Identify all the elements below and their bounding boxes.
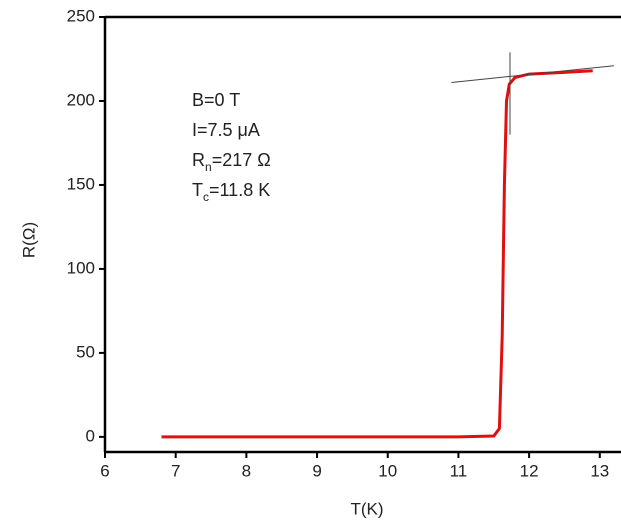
annotation-subscript: n — [205, 160, 212, 174]
y-tick-label: 0 — [86, 426, 95, 445]
x-tick-label: 6 — [100, 461, 109, 480]
annotation-text: B=0 T — [192, 90, 240, 110]
guide-line — [451, 65, 614, 83]
annotation-text: =217 Ω — [212, 150, 271, 170]
y-tick-label: 50 — [76, 342, 95, 361]
annotation: Tc=11.8 K — [192, 180, 270, 204]
x-tick-label: 7 — [171, 461, 180, 480]
y-tick-label: 200 — [67, 90, 95, 109]
x-tick-label: 12 — [520, 461, 539, 480]
y-axis-label: R(Ω) — [19, 222, 38, 258]
x-tick-label: 11 — [450, 461, 468, 480]
annotation-text: =11.8 K — [209, 180, 270, 200]
annotation-text: I=7.5 μA — [192, 120, 260, 140]
x-axis-label: T(K) — [350, 499, 383, 518]
annotation-subscript: c — [203, 190, 209, 204]
annotation: Rn=217 Ω — [192, 150, 271, 174]
annotation-text: R — [192, 150, 205, 170]
y-tick-label: 150 — [67, 174, 95, 193]
x-tick-label: 9 — [312, 461, 321, 480]
x-tick-label: 8 — [242, 461, 251, 480]
x-tick-label: 10 — [378, 461, 397, 480]
x-tick-label: 13 — [590, 461, 609, 480]
y-tick-label: 100 — [67, 258, 95, 277]
annotation: I=7.5 μA — [192, 120, 260, 140]
y-tick-label: 250 — [67, 6, 95, 25]
annotation-text: T — [192, 180, 203, 200]
annotation: B=0 T — [192, 90, 240, 110]
